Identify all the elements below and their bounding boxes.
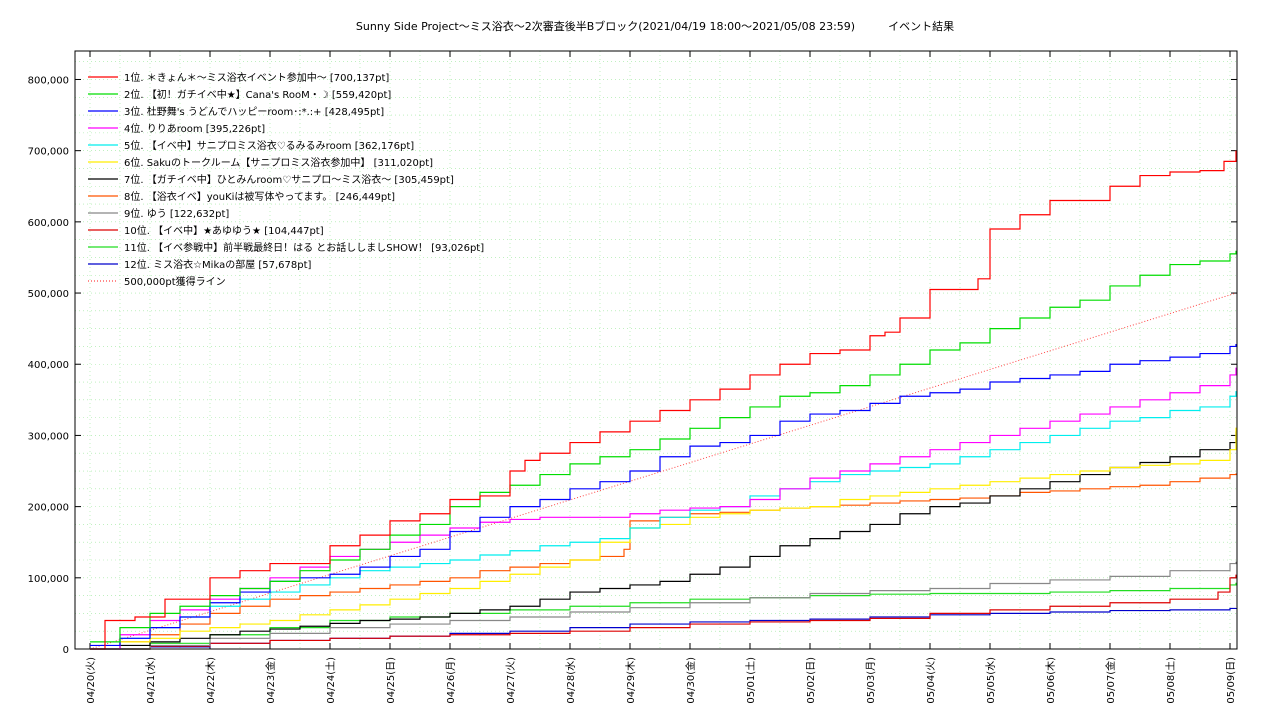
legend-label: 3位. 杜野舞's うどんでハッピーroom･:*.:+ [428,495pt] (124, 105, 384, 118)
x-tick-label: 04/30(金) (684, 657, 697, 704)
series-line (90, 343, 1237, 647)
x-tick-label: 04/23(金) (264, 657, 277, 704)
legend-label: 1位. ＊きょん＊～ミス浴衣イベント参加中～ [700,137pt] (124, 71, 389, 84)
reference-line (89, 292, 1237, 650)
series-line (90, 473, 1237, 650)
legend-label: 6位. Sakuのトークルーム【サニプロミス浴衣参加中】 [311,020pt] (124, 156, 433, 169)
x-tick-label: 04/21(水) (145, 657, 157, 704)
series-line (90, 391, 1237, 650)
y-tick-label: 100,000 (28, 574, 69, 585)
plot-frame (74, 50, 1238, 650)
x-tick-label: 04/22(木) (205, 657, 217, 704)
x-tick-label: 05/06(木) (1045, 657, 1057, 704)
x-tick-label: 05/01(土) (744, 657, 757, 704)
x-tick-label: 05/02(日) (806, 657, 817, 704)
x-tick-label: 04/26(月) (445, 657, 457, 704)
x-tick-label: 04/29(木) (625, 657, 637, 704)
x-tick-label: 05/04(火) (925, 657, 937, 704)
y-tick-label: 800,000 (28, 75, 69, 86)
series-line (90, 582, 1237, 650)
series-line (90, 431, 1237, 650)
x-tick-label: 05/09(日) (1226, 657, 1237, 704)
series-layer (89, 150, 1237, 650)
legend-label: 11位. 【イベ参戦中】前半戦最終日！はる とお話ししましSHOW！ [93,0… (124, 241, 484, 254)
y-tick-label: 700,000 (28, 147, 69, 158)
legend-label: 5位. 【イベ中】サニプロミス浴衣♡るみるみroom [362,176pt] (124, 139, 414, 152)
x-tick-label: 04/28(水) (565, 657, 577, 704)
chart-title: Sunny Side Project～ミス浴衣～2次審査後半Bブロック(2021… (356, 19, 954, 33)
series-line (90, 250, 1237, 643)
y-tick-label: 300,000 (28, 431, 69, 442)
x-tick-label: 05/03(月) (865, 657, 877, 704)
x-tick-label: 04/25(日) (386, 657, 397, 704)
legend-label: 7位. 【ガチイベ中】ひとみんroom♡サニプロ～ミス浴衣～ [305,459p… (124, 173, 454, 186)
x-tick-label: 04/20(火) (85, 657, 97, 704)
x-tick-label: 05/07(金) (1104, 657, 1117, 704)
x-tick-label: 04/27(火) (505, 657, 517, 704)
y-tick-label: 400,000 (28, 360, 69, 371)
legend-label: 8位. 【浴衣イベ】youKiは被写体やってます。 [246,449pt] (124, 190, 395, 203)
series-line (90, 574, 1237, 650)
legend-label: 10位. 【イベ中】★あゆゆう★ [104,447pt] (124, 224, 324, 237)
series-line (90, 150, 1237, 650)
y-tick-label: 500,000 (28, 289, 69, 300)
legend-label: 2位. 【初！ガチイベ中★】Cana's RooM・☽ [559,420pt] (124, 88, 391, 101)
legend-label: 9位. ゆう [122,632pt] (124, 207, 229, 220)
series-line (90, 427, 1237, 650)
legend-label: 4位. りりあroom [395,226pt] (124, 122, 265, 135)
x-tick-label: 04/24(土) (324, 657, 337, 704)
legend-label: 12位. ミス浴衣☆Mikaの部屋 [57,678pt] (124, 258, 312, 271)
x-tick-label: 05/05(水) (985, 657, 997, 704)
grid (75, 51, 1237, 649)
y-tick-label: 600,000 (28, 218, 69, 229)
x-tick-label: 05/08(土) (1164, 657, 1177, 704)
series-line (90, 367, 1237, 650)
legend: 1位. ＊きょん＊～ミス浴衣イベント参加中～ [700,137pt] 2位. 【初… (88, 71, 484, 288)
x-axis: 04/20(火) 04/21(水) 04/22(木) 04/23(金) 04/24(土)… (85, 51, 1237, 704)
series-line (90, 561, 1237, 650)
y-tick-label: 0 (63, 645, 69, 656)
y-tick-label: 200,000 (28, 503, 69, 514)
legend-label: 500,000pt獲得ライン (124, 275, 226, 288)
